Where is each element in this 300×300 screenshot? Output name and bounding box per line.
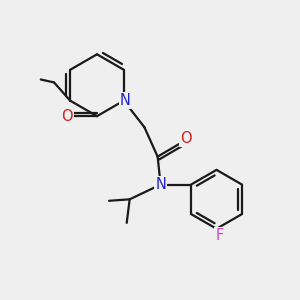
- Text: N: N: [120, 93, 131, 108]
- Text: N: N: [155, 177, 166, 192]
- Text: O: O: [180, 131, 192, 146]
- Text: O: O: [61, 109, 73, 124]
- Text: F: F: [215, 228, 223, 243]
